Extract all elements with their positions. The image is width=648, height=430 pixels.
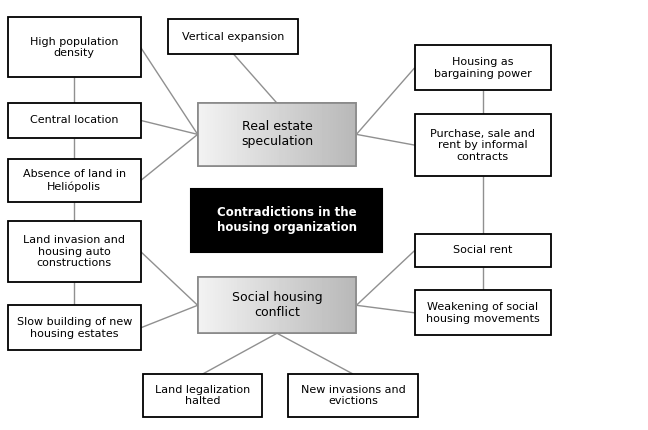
Text: Vertical expansion: Vertical expansion (182, 31, 284, 42)
Text: Absence of land in
Heliópolis: Absence of land in Heliópolis (23, 169, 126, 192)
FancyBboxPatch shape (168, 19, 298, 54)
Text: Land invasion and
housing auto
constructions: Land invasion and housing auto construct… (23, 235, 125, 268)
Text: Land legalization
halted: Land legalization halted (155, 385, 250, 406)
Text: Central location: Central location (30, 115, 119, 126)
FancyBboxPatch shape (8, 305, 141, 350)
FancyBboxPatch shape (8, 159, 141, 202)
FancyBboxPatch shape (415, 114, 551, 176)
FancyBboxPatch shape (415, 290, 551, 335)
FancyBboxPatch shape (198, 277, 356, 333)
Text: High population
density: High population density (30, 37, 119, 58)
Text: Contradictions in the
housing organization: Contradictions in the housing organizati… (216, 206, 357, 234)
FancyBboxPatch shape (288, 374, 418, 417)
FancyBboxPatch shape (191, 189, 382, 252)
Text: New invasions and
evictions: New invasions and evictions (301, 385, 406, 406)
FancyBboxPatch shape (8, 221, 141, 282)
Text: Weakening of social
housing movements: Weakening of social housing movements (426, 302, 540, 324)
Text: Real estate
speculation: Real estate speculation (241, 120, 313, 148)
Text: Slow building of new
housing estates: Slow building of new housing estates (16, 317, 132, 339)
FancyBboxPatch shape (415, 234, 551, 267)
FancyBboxPatch shape (8, 17, 141, 77)
Text: Housing as
bargaining power: Housing as bargaining power (434, 57, 531, 79)
Text: Social housing
conflict: Social housing conflict (232, 291, 322, 319)
FancyBboxPatch shape (8, 103, 141, 138)
Text: Purchase, sale and
rent by informal
contracts: Purchase, sale and rent by informal cont… (430, 129, 535, 162)
FancyBboxPatch shape (198, 103, 356, 166)
FancyBboxPatch shape (415, 45, 551, 90)
Text: Social rent: Social rent (453, 246, 513, 255)
FancyBboxPatch shape (143, 374, 262, 417)
